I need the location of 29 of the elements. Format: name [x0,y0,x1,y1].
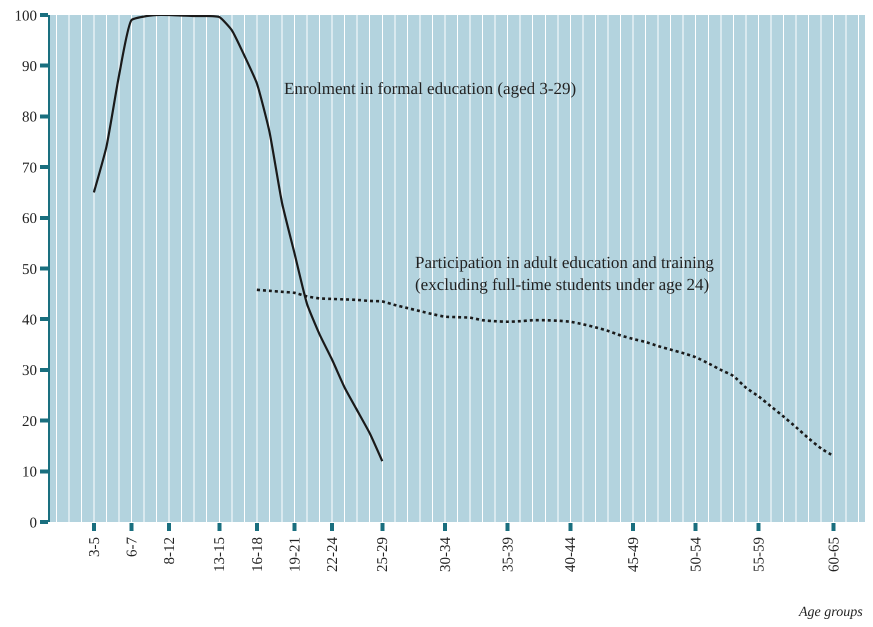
x-tick-label: 3-5 [86,537,103,557]
annotation: Enrolment in formal education (aged 3-29) [284,79,576,98]
y-tick-label: 20 [22,414,37,430]
x-tick-label: 45-49 [626,537,642,572]
x-axis-title: Age groups [798,605,864,620]
x-tick-label: 40-44 [563,536,580,572]
x-tick-label: 16-18 [250,537,266,572]
x-tick-label: 25-29 [375,537,392,572]
x-tick-label: 19-21 [287,537,304,572]
y-tick-label: 80 [22,110,37,126]
y-tick-label: 30 [22,363,37,380]
y-tick-label: 40 [22,312,37,328]
x-tick-label: 13-15 [212,537,228,572]
x-tick-label: 55-59 [751,537,768,572]
y-tick-label: 100 [14,8,37,24]
x-tick-label: 8-12 [162,537,178,564]
y-tick-label: 60 [22,211,37,228]
x-tick-label: 60-65 [826,537,843,572]
x-tick-label: 6-7 [124,536,140,557]
x-tick-label: 22-24 [324,536,341,572]
y-tick-label: 50 [22,262,37,278]
x-tick-label: 50-54 [688,536,705,572]
y-tick-label: 0 [30,515,37,532]
y-tick-label: 90 [22,58,37,75]
y-tick-label: 70 [22,160,37,176]
x-tick-label: 30-34 [438,536,454,572]
x-tick-label: 35-39 [500,537,517,572]
annotation: Participation in adult education and training (excluding full-time students under age 24) [415,253,714,294]
y-tick-label: 10 [22,464,37,481]
